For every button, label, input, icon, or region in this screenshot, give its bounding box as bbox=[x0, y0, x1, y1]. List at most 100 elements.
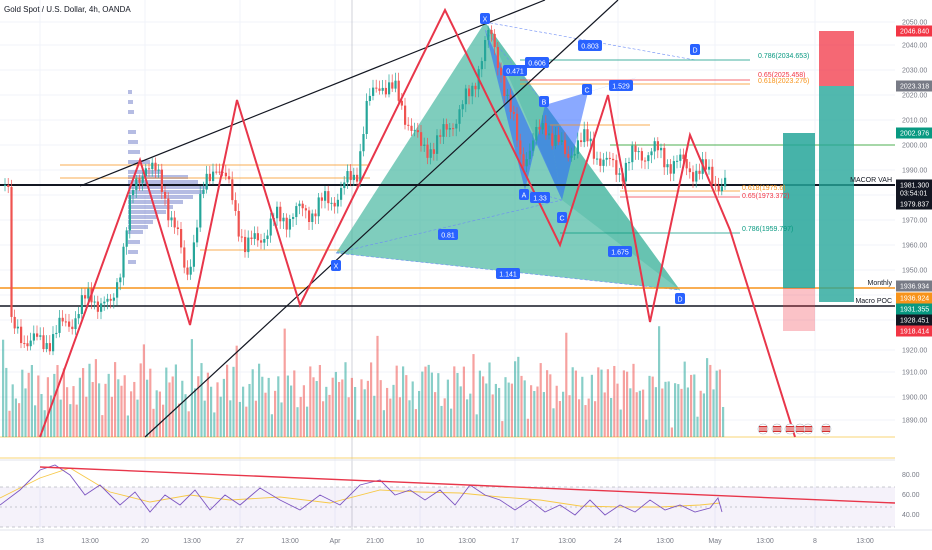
volume-bar bbox=[357, 419, 360, 437]
time-tick: 13:00 bbox=[856, 538, 874, 545]
volume-profile-row bbox=[128, 260, 136, 264]
time-tick: 13:00 bbox=[281, 538, 299, 545]
candle-body bbox=[602, 159, 605, 166]
candle-body bbox=[183, 247, 186, 268]
candle-body bbox=[570, 155, 573, 158]
price-badge-label: 1936.924 bbox=[900, 296, 929, 303]
candle-body bbox=[100, 303, 103, 312]
volume-bar bbox=[664, 381, 667, 437]
candle-body bbox=[416, 130, 419, 133]
candle-body bbox=[436, 135, 439, 154]
volume-bar bbox=[667, 381, 670, 437]
price-tick: 2040.00 bbox=[902, 43, 927, 50]
candle-body bbox=[490, 29, 493, 34]
candle-body bbox=[77, 314, 80, 319]
candle-body bbox=[42, 335, 45, 350]
candle-body bbox=[144, 168, 147, 177]
volume-bar bbox=[107, 373, 110, 437]
volume-bar bbox=[46, 377, 49, 437]
volume-bar bbox=[411, 381, 414, 437]
svg-text:0.606: 0.606 bbox=[528, 61, 546, 68]
time-tick: 21:00 bbox=[366, 538, 384, 545]
volume-bar bbox=[325, 386, 328, 437]
candle-body bbox=[365, 100, 368, 135]
volume-bar bbox=[258, 363, 261, 437]
candle-body bbox=[644, 160, 647, 162]
volume-bar bbox=[245, 406, 248, 437]
candle-body bbox=[631, 145, 634, 163]
candle-body bbox=[634, 145, 637, 152]
volume-bar bbox=[568, 395, 571, 437]
volume-bar bbox=[635, 392, 638, 437]
candle-body bbox=[164, 191, 167, 199]
candle-body bbox=[228, 176, 231, 180]
candle-body bbox=[519, 140, 522, 155]
volume-bar bbox=[546, 370, 549, 437]
candle-body bbox=[484, 40, 487, 62]
volume-bar bbox=[555, 385, 558, 437]
volume-bar bbox=[434, 392, 437, 437]
candle-body bbox=[45, 343, 48, 350]
candle-body bbox=[548, 133, 551, 136]
time-tick: 13:00 bbox=[558, 538, 576, 545]
volume-bar bbox=[277, 376, 280, 437]
volume-bar bbox=[619, 409, 622, 437]
volume-bar bbox=[718, 369, 721, 437]
candle-body bbox=[704, 159, 707, 170]
candle-body bbox=[74, 318, 77, 330]
volume-bar bbox=[494, 383, 497, 437]
candle-body bbox=[538, 126, 541, 130]
candle-body bbox=[324, 191, 327, 201]
chart-title: Gold Spot / U.S. Dollar, 4h, OANDA bbox=[4, 5, 131, 14]
candle-body bbox=[263, 239, 266, 243]
volume-bar bbox=[72, 386, 75, 437]
candle-body bbox=[308, 210, 311, 222]
price-tick: 1950.00 bbox=[902, 268, 927, 275]
price-badge bbox=[896, 179, 932, 191]
volume-bars bbox=[2, 326, 725, 437]
volume-profile-row bbox=[128, 200, 183, 204]
candle-body bbox=[160, 169, 163, 192]
time-axis[interactable]: 13 13:00 20 13:00 27 13:00 Apr 21:00 10 13:00 17 13… bbox=[0, 529, 932, 545]
position-box-2 bbox=[819, 31, 854, 302]
volume-bar bbox=[226, 364, 229, 437]
volume-bar bbox=[210, 386, 213, 437]
volume-bar bbox=[283, 328, 286, 437]
candle-body bbox=[29, 340, 32, 347]
candle-body bbox=[372, 87, 375, 96]
candle-body bbox=[432, 149, 435, 154]
rsi-axis: 80.00 60.00 40.00 bbox=[902, 472, 920, 519]
volume-bar bbox=[203, 400, 206, 437]
volume-bar bbox=[184, 394, 187, 437]
candle-body bbox=[356, 174, 359, 182]
price-axis[interactable]: 2050.00 2040.00 2030.00 2020.00 2010.00 2000.… bbox=[895, 0, 932, 530]
rsi-tick: 60.00 bbox=[902, 492, 920, 499]
candle-body bbox=[39, 335, 42, 337]
volume-bar bbox=[120, 385, 123, 437]
candle-body bbox=[660, 147, 663, 151]
candle-body bbox=[394, 80, 397, 89]
volume-bar bbox=[219, 396, 222, 437]
candle-body bbox=[148, 168, 151, 170]
price-badge bbox=[896, 292, 932, 304]
candle-body bbox=[58, 317, 61, 333]
candle-body bbox=[420, 132, 423, 146]
candle-body bbox=[509, 94, 512, 112]
volume-bar bbox=[178, 403, 181, 437]
candle-body bbox=[471, 85, 474, 97]
candle-body bbox=[525, 159, 528, 167]
volume-bar bbox=[88, 363, 91, 437]
volume-bar bbox=[690, 374, 693, 437]
volume-bar bbox=[5, 367, 8, 437]
candle-body bbox=[128, 195, 131, 231]
volume-bar bbox=[642, 389, 645, 437]
position-box-1 bbox=[783, 133, 815, 331]
candle-body bbox=[564, 140, 567, 154]
candle-body bbox=[352, 174, 355, 181]
volume-bar bbox=[181, 380, 184, 437]
volume-bar bbox=[693, 374, 696, 437]
candle-body bbox=[346, 171, 349, 183]
candle-body bbox=[208, 173, 211, 182]
volume-bar bbox=[562, 391, 565, 437]
